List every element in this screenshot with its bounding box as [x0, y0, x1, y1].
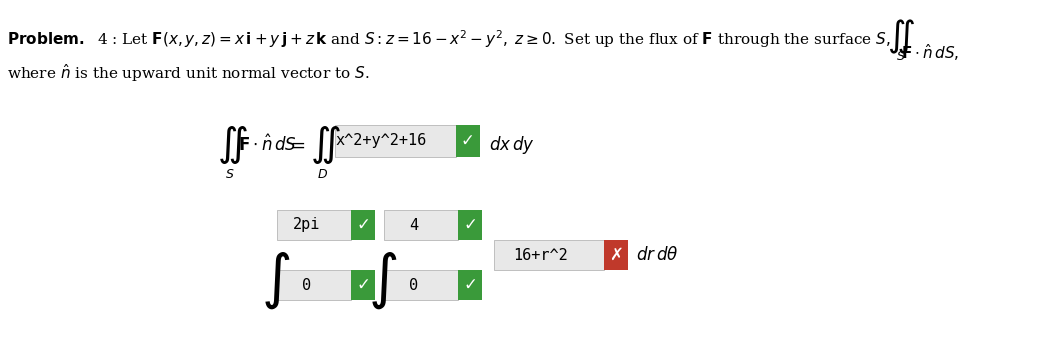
Text: ✓: ✓: [463, 276, 477, 294]
Text: 2pi: 2pi: [293, 218, 320, 233]
FancyBboxPatch shape: [494, 240, 605, 270]
FancyBboxPatch shape: [351, 270, 376, 300]
Text: 16+r^2: 16+r^2: [513, 247, 568, 263]
FancyBboxPatch shape: [458, 210, 482, 240]
FancyBboxPatch shape: [456, 125, 480, 157]
FancyBboxPatch shape: [385, 210, 458, 240]
Text: $\mathbf{F} \cdot \hat{n}\, dS$: $\mathbf{F} \cdot \hat{n}\, dS$: [237, 135, 296, 155]
Text: 4: 4: [409, 218, 418, 233]
Text: $dx\, dy$: $dx\, dy$: [488, 134, 535, 156]
Text: $\bf{Problem.}$  4 : Let $\mathbf{F}$$(x, y, z) = x\,\mathbf{i} + y\,\mathbf{j} : $\bf{Problem.}$ 4 : Let $\mathbf{F}$$(x,…: [7, 28, 891, 50]
Text: ✓: ✓: [357, 216, 370, 234]
Text: $\iint$: $\iint$: [310, 124, 340, 166]
Text: $\mathbf{F} \cdot \hat{n}\, dS,$: $\mathbf{F} \cdot \hat{n}\, dS,$: [901, 42, 959, 63]
Text: 0: 0: [409, 277, 418, 293]
Text: ✓: ✓: [357, 276, 370, 294]
FancyBboxPatch shape: [277, 210, 351, 240]
Text: $dr\, d\theta$: $dr\, d\theta$: [636, 246, 679, 264]
Text: $\iint$: $\iint$: [218, 124, 248, 166]
Text: $\int$: $\int$: [368, 250, 397, 311]
FancyBboxPatch shape: [336, 125, 456, 157]
Text: $S$: $S$: [225, 168, 234, 181]
Text: $=$: $=$: [287, 136, 305, 154]
FancyBboxPatch shape: [458, 270, 482, 300]
Text: $S$: $S$: [896, 50, 906, 63]
Text: $\int$: $\int$: [260, 250, 290, 311]
Text: x^2+y^2+16: x^2+y^2+16: [336, 133, 427, 149]
Text: ✓: ✓: [463, 216, 477, 234]
FancyBboxPatch shape: [277, 270, 351, 300]
Text: where $\hat{n}$ is the upward unit normal vector to $S$.: where $\hat{n}$ is the upward unit norma…: [7, 62, 370, 84]
FancyBboxPatch shape: [351, 210, 376, 240]
Text: 0: 0: [302, 277, 312, 293]
Text: ✗: ✗: [610, 246, 623, 264]
Text: $D$: $D$: [317, 168, 328, 181]
Text: ✓: ✓: [460, 132, 475, 150]
FancyBboxPatch shape: [385, 270, 458, 300]
Text: $\iint$: $\iint$: [887, 18, 915, 56]
FancyBboxPatch shape: [605, 240, 629, 270]
